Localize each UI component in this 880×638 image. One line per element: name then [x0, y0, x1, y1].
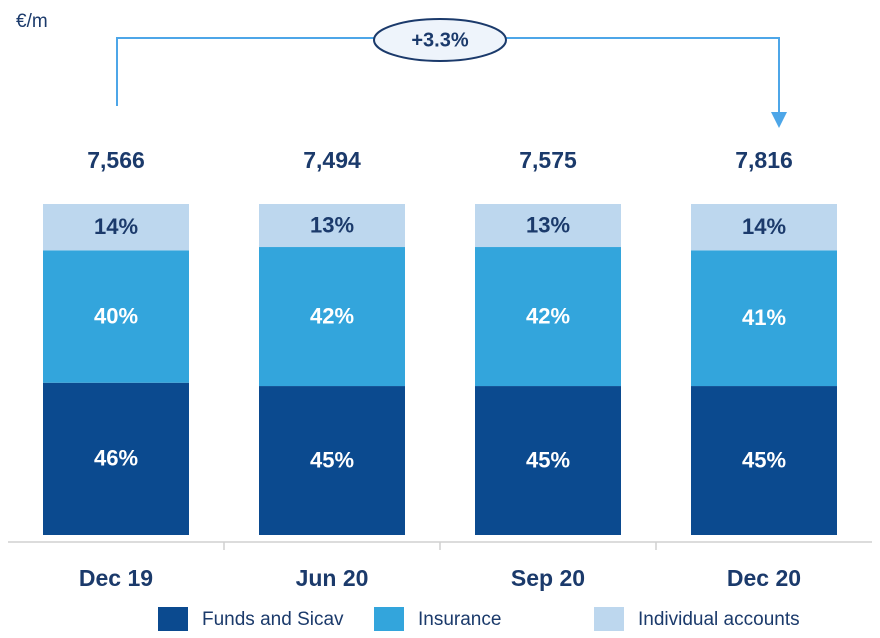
annotation: +3.3% [411, 29, 468, 51]
bar-segment [43, 382, 189, 535]
bar-segment [259, 386, 405, 535]
segment-label: 46% [94, 446, 138, 471]
unit-label: €/m [16, 11, 48, 32]
total-label: 7,494 [303, 147, 361, 173]
segment-label: 45% [310, 447, 354, 472]
bar-segment [43, 250, 189, 383]
legend-label: Insurance [418, 609, 501, 630]
bar-segment [475, 386, 621, 535]
segment-label: 14% [94, 214, 138, 239]
legend-swatch [594, 607, 624, 631]
x-tick-label: Sep 20 [511, 565, 585, 591]
x-tick-label: Dec 20 [727, 565, 801, 591]
segment-label: 41% [742, 305, 786, 330]
segment-label: 13% [310, 212, 354, 237]
bar-segment [691, 386, 837, 535]
legend-swatch [158, 607, 188, 631]
bar-segment [43, 204, 189, 251]
segment-label: 14% [742, 214, 786, 239]
segment-label: 45% [742, 447, 786, 472]
bar-segment [475, 204, 621, 248]
bar-segment [259, 204, 405, 248]
bar-segment [475, 247, 621, 387]
x-tick-label: Dec 19 [79, 565, 153, 591]
legend-swatch [374, 607, 404, 631]
arrow-head [771, 112, 787, 128]
x-tick-label: Jun 20 [296, 565, 369, 591]
total-label: 7,566 [87, 147, 145, 173]
legend-label: Funds and Sicav [202, 609, 344, 630]
annotation-bubble [373, 18, 507, 62]
bar-segment [259, 247, 405, 387]
segment-label: 40% [94, 303, 138, 328]
bar-segment [691, 204, 837, 251]
segment-label: 45% [526, 447, 570, 472]
segment-label: 42% [310, 303, 354, 328]
segment-label: 13% [526, 212, 570, 237]
total-label: 7,816 [735, 147, 793, 173]
bar-segment [691, 250, 837, 387]
total-label: 7,575 [519, 147, 577, 173]
segment-label: 42% [526, 303, 570, 328]
legend-label: Individual accounts [638, 609, 800, 630]
